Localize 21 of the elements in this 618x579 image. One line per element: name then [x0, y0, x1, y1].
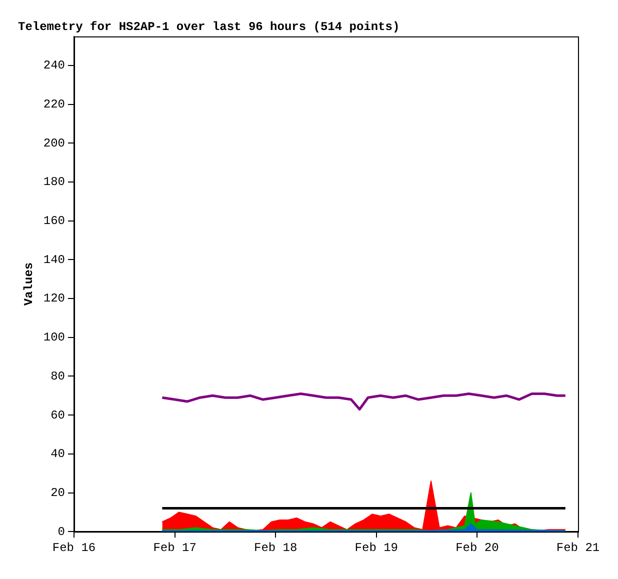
x-tick-label: Feb 21	[556, 540, 600, 555]
x-tick-label: Feb 20	[456, 540, 499, 555]
x-tick-label: Feb 16	[52, 540, 96, 555]
y-tick-label: 40	[50, 447, 66, 462]
y-tick-label: 160	[43, 214, 66, 228]
x-tick-label: Feb 18	[254, 540, 298, 555]
y-tick-label: 140	[43, 252, 66, 267]
y-tick-label: 60	[50, 408, 66, 422]
y-tick-label: 80	[50, 369, 66, 384]
y-tick-label: 200	[43, 136, 66, 150]
chart-title: Telemetry for HS2AP-1 over last 96 hours (514 points)	[18, 20, 400, 34]
y-axis-title: Values	[22, 262, 36, 306]
y-tick-label: 0	[58, 524, 66, 539]
y-tick-label: 20	[50, 486, 66, 500]
x-tick-label: Feb 17	[153, 540, 196, 555]
y-tick-label: 240	[43, 58, 66, 73]
y-tick-label: 100	[43, 330, 66, 345]
x-tick-label: Feb 19	[354, 540, 398, 555]
y-tick-label: 220	[43, 98, 66, 112]
y-tick-label: 120	[43, 292, 66, 306]
y-tick-label: 180	[43, 175, 66, 190]
